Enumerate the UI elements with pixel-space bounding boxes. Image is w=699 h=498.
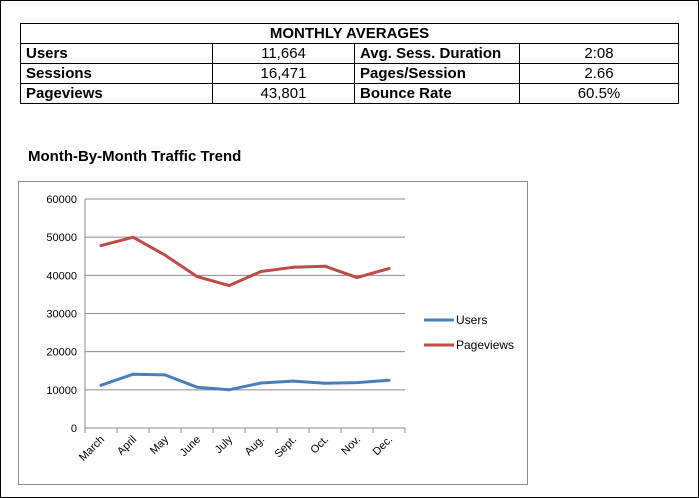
metric-value: 2.66: [519, 63, 679, 84]
data-point-pageviews: [355, 276, 359, 280]
metric-value: 60.5%: [519, 83, 679, 104]
x-tick-label: Oct.: [308, 434, 331, 457]
legend-label: Users: [456, 313, 487, 327]
metric-label: Users: [20, 43, 213, 64]
table-row: Sessions 16,471 Pages/Session 2.66: [20, 63, 679, 84]
data-point-users: [195, 385, 199, 389]
data-point-users: [291, 379, 295, 383]
x-tick-label: June: [178, 434, 203, 459]
metric-label: Bounce Rate: [354, 83, 520, 104]
data-point-pageviews: [387, 267, 391, 270]
x-tick-label: Dec.: [371, 434, 395, 458]
metric-label: Sessions: [20, 63, 213, 84]
table-title: MONTHLY AVERAGES: [20, 23, 679, 44]
table-row: Pageviews 43,801 Bounce Rate 60.5%: [20, 83, 679, 104]
series-line-pageviews: [99, 235, 391, 288]
metric-label: Pageviews: [20, 83, 213, 104]
x-tick-label: April: [115, 434, 139, 458]
chart-area: 0 10000 20000 30000 40000 50000 60000 March Apri…: [18, 181, 528, 485]
x-tick-label: Sept.: [272, 434, 299, 461]
data-point-users: [387, 378, 391, 382]
metric-value: 11,664: [212, 43, 355, 64]
data-point-users: [131, 372, 135, 376]
table-header-row: MONTHLY AVERAGES: [20, 23, 679, 44]
x-tick-label: Nov.: [339, 434, 363, 458]
data-point-users: [355, 381, 359, 384]
metric-value: 2:08: [519, 43, 679, 64]
y-tick-label: 0: [71, 423, 77, 435]
metric-value: 16,471: [212, 63, 355, 84]
data-point-users: [227, 388, 231, 392]
data-point-pageviews: [227, 284, 231, 288]
y-tick-label: 20000: [46, 347, 77, 359]
data-point-users: [99, 383, 103, 387]
data-point-users: [163, 373, 167, 377]
data-point-pageviews: [131, 235, 135, 239]
x-tick-label: March: [77, 434, 107, 464]
data-point-pageviews: [99, 244, 103, 247]
data-point-pageviews: [259, 270, 263, 273]
metric-label: Avg. Sess. Duration: [354, 43, 520, 64]
metric-label: Pages/Session: [354, 63, 520, 84]
data-point-pageviews: [195, 275, 199, 278]
x-tick-label: Aug.: [243, 434, 267, 458]
data-point-users: [323, 381, 327, 385]
x-tick-label: May: [148, 433, 172, 457]
y-tick-label: 40000: [46, 270, 77, 282]
traffic-line-chart: 0 10000 20000 30000 40000 50000 60000 March Apri…: [46, 194, 514, 464]
metric-value: 43,801: [212, 83, 355, 104]
chart-title: Month-By-Month Traffic Trend: [28, 148, 242, 165]
y-tick-label: 50000: [46, 232, 77, 244]
data-point-users: [259, 381, 263, 385]
y-tick-label: 30000: [46, 309, 77, 321]
series-line-users: [99, 372, 391, 392]
y-tick-label: 60000: [46, 194, 77, 206]
x-tick-label: July: [213, 433, 236, 456]
data-point-pageviews: [291, 265, 295, 269]
y-tick-label: 10000: [46, 385, 77, 397]
data-point-pageviews: [323, 264, 327, 268]
data-point-pageviews: [163, 253, 167, 257]
table-row: Users 11,664 Avg. Sess. Duration 2:08: [20, 43, 679, 64]
monthly-averages-table: MONTHLY AVERAGES Users 11,664 Avg. Sess.…: [20, 23, 679, 104]
legend-label: Pageviews: [456, 338, 514, 352]
